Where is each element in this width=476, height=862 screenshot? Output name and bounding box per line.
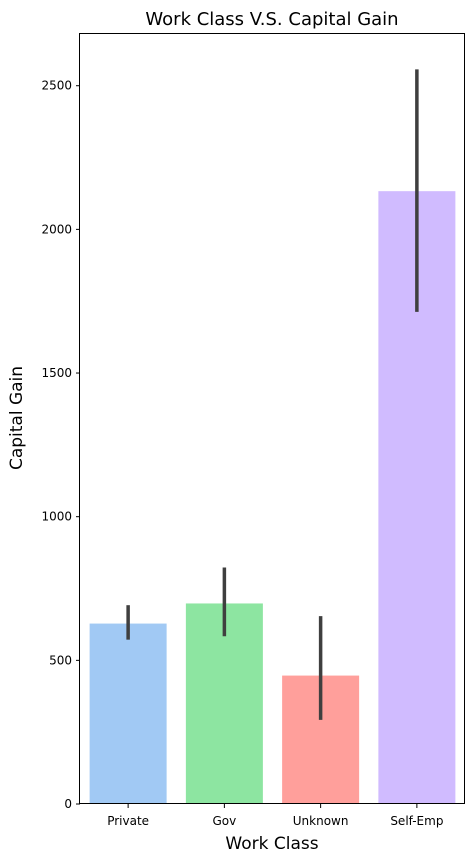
x-axis: Private Gov Unknown Self-Emp	[107, 804, 443, 828]
bars-layer	[89, 191, 456, 804]
error-bars-layer	[126, 69, 419, 720]
bar-private	[89, 623, 167, 804]
y-tick-label: 0	[64, 797, 72, 811]
y-tick-label: 1000	[41, 510, 72, 524]
x-axis-label: Work Class	[225, 834, 318, 854]
y-axis: 0 500 1000 1500 2000 2500	[41, 79, 80, 811]
y-axis-label: Capital Gain	[7, 366, 27, 470]
x-tick-label: Self-Emp	[390, 814, 443, 828]
plot-frame	[79, 33, 465, 804]
x-tick-label: Private	[107, 814, 149, 828]
y-tick-label: 2000	[41, 222, 72, 236]
bar-gov	[185, 603, 263, 804]
chart-title: Work Class V.S. Capital Gain	[145, 9, 398, 30]
x-tick-label: Gov	[213, 814, 237, 828]
y-tick-label: 500	[49, 653, 72, 667]
y-tick-label: 1500	[41, 366, 72, 380]
y-tick-label: 2500	[41, 79, 72, 93]
x-tick-label: Unknown	[293, 814, 349, 828]
